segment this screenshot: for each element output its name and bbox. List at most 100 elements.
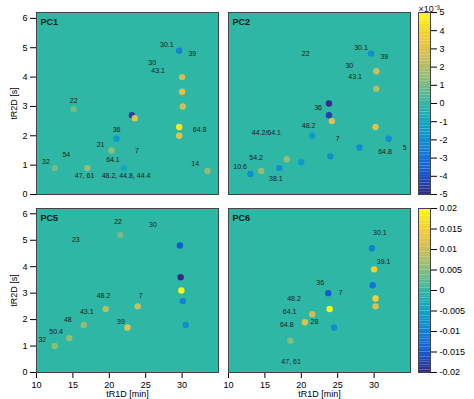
svg-text:39: 39 bbox=[380, 53, 388, 60]
svg-text:64.1: 64.1 bbox=[283, 308, 297, 315]
svg-text:48.2, 44.8, 44.4: 48.2, 44.8, 44.4 bbox=[102, 172, 151, 179]
svg-text:-3: -3 bbox=[440, 153, 448, 163]
svg-text:0: 0 bbox=[440, 285, 445, 295]
svg-text:6: 6 bbox=[22, 209, 27, 219]
svg-text:7: 7 bbox=[135, 147, 139, 154]
svg-text:1: 1 bbox=[22, 160, 27, 170]
svg-text:0.005: 0.005 bbox=[440, 265, 463, 275]
svg-text:6: 6 bbox=[22, 13, 27, 23]
svg-text:39: 39 bbox=[117, 318, 125, 325]
svg-text:-1: -1 bbox=[440, 117, 448, 127]
svg-text:0: 0 bbox=[440, 98, 445, 108]
svg-text:36: 36 bbox=[113, 126, 121, 133]
svg-text:5: 5 bbox=[22, 43, 27, 53]
svg-text:43.1: 43.1 bbox=[80, 308, 94, 315]
svg-text:PC2: PC2 bbox=[233, 17, 251, 27]
svg-text:3: 3 bbox=[440, 44, 445, 54]
svg-text:15: 15 bbox=[260, 380, 270, 390]
svg-text:5: 5 bbox=[22, 235, 27, 245]
svg-text:0: 0 bbox=[22, 367, 27, 377]
svg-text:0.01: 0.01 bbox=[440, 244, 458, 254]
svg-text:-0.01: -0.01 bbox=[440, 326, 461, 336]
svg-text:44.2/64.1: 44.2/64.1 bbox=[252, 129, 281, 136]
svg-text:22: 22 bbox=[302, 50, 310, 57]
svg-text:64.8: 64.8 bbox=[193, 126, 207, 133]
svg-text:39.1: 39.1 bbox=[377, 258, 391, 265]
svg-text:4: 4 bbox=[440, 26, 445, 36]
svg-text:54: 54 bbox=[62, 151, 70, 158]
svg-text:39: 39 bbox=[188, 50, 196, 57]
svg-text:PC6: PC6 bbox=[233, 213, 251, 223]
svg-text:64.1: 64.1 bbox=[106, 156, 120, 163]
svg-text:2: 2 bbox=[440, 62, 445, 72]
svg-text:30.1: 30.1 bbox=[160, 41, 174, 48]
svg-text:48: 48 bbox=[64, 316, 72, 323]
svg-text:-4: -4 bbox=[440, 171, 448, 181]
svg-text:22: 22 bbox=[114, 218, 122, 225]
svg-text:47, 61: 47, 61 bbox=[75, 172, 95, 179]
svg-text:4: 4 bbox=[22, 72, 27, 82]
svg-text:3: 3 bbox=[22, 288, 27, 298]
svg-text:-0.005: -0.005 bbox=[440, 306, 466, 316]
svg-text:5: 5 bbox=[403, 144, 407, 151]
svg-text:10: 10 bbox=[223, 380, 233, 390]
svg-text:14: 14 bbox=[191, 160, 199, 167]
svg-text:50.4: 50.4 bbox=[49, 328, 63, 335]
svg-text:-0.015: -0.015 bbox=[440, 347, 466, 357]
svg-text:1: 1 bbox=[22, 341, 27, 351]
svg-text:PC1: PC1 bbox=[41, 17, 59, 27]
svg-text:25: 25 bbox=[140, 379, 151, 390]
svg-text:64.8: 64.8 bbox=[378, 148, 392, 155]
svg-text:20: 20 bbox=[296, 379, 307, 390]
svg-text:48.2: 48.2 bbox=[97, 292, 111, 299]
svg-text:15: 15 bbox=[68, 380, 78, 390]
svg-text:32: 32 bbox=[42, 158, 50, 165]
svg-text:20: 20 bbox=[104, 379, 115, 390]
svg-text:tR2D [s]: tR2D [s] bbox=[9, 274, 19, 307]
svg-text:30: 30 bbox=[369, 380, 379, 390]
svg-text:4: 4 bbox=[22, 262, 27, 272]
svg-text:43.1: 43.1 bbox=[151, 67, 165, 74]
svg-text:3: 3 bbox=[22, 101, 27, 111]
svg-text:30: 30 bbox=[177, 380, 187, 390]
svg-text:PC5: PC5 bbox=[41, 213, 59, 223]
svg-text:5: 5 bbox=[440, 7, 445, 17]
svg-text:10.6: 10.6 bbox=[233, 163, 247, 170]
svg-text:36: 36 bbox=[314, 104, 322, 111]
svg-text:7: 7 bbox=[336, 135, 340, 142]
svg-text:10: 10 bbox=[31, 380, 41, 390]
svg-text:7: 7 bbox=[339, 289, 343, 296]
svg-text:1: 1 bbox=[440, 80, 445, 90]
svg-text:64.8: 64.8 bbox=[280, 321, 294, 328]
svg-text:54.2: 54.2 bbox=[249, 154, 263, 161]
svg-text:38.1: 38.1 bbox=[269, 175, 283, 182]
svg-text:-5: -5 bbox=[440, 189, 448, 199]
svg-text:43.1: 43.1 bbox=[348, 73, 362, 80]
svg-text:30: 30 bbox=[149, 221, 157, 228]
svg-text:2: 2 bbox=[22, 314, 27, 324]
svg-text:30: 30 bbox=[148, 59, 156, 66]
svg-text:0.015: 0.015 bbox=[440, 224, 463, 234]
svg-text:tR1D [min]: tR1D [min] bbox=[106, 389, 149, 399]
svg-text:×10⁻³: ×10⁻³ bbox=[419, 4, 440, 14]
svg-text:23: 23 bbox=[72, 236, 80, 243]
svg-text:30: 30 bbox=[345, 62, 353, 69]
svg-text:tR2D [s]: tR2D [s] bbox=[9, 87, 19, 120]
svg-text:30.1: 30.1 bbox=[354, 44, 368, 51]
svg-text:32: 32 bbox=[38, 336, 46, 343]
svg-text:28: 28 bbox=[311, 318, 319, 325]
svg-text:30.1: 30.1 bbox=[373, 229, 387, 236]
svg-text:-0.02: -0.02 bbox=[440, 367, 461, 377]
svg-text:2: 2 bbox=[22, 131, 27, 141]
svg-text:21: 21 bbox=[97, 141, 105, 148]
svg-text:0.02: 0.02 bbox=[440, 203, 458, 213]
svg-text:0: 0 bbox=[22, 189, 27, 199]
svg-text:22: 22 bbox=[70, 97, 78, 104]
svg-text:-2: -2 bbox=[440, 135, 448, 145]
svg-text:48.2: 48.2 bbox=[287, 295, 301, 302]
svg-text:7: 7 bbox=[139, 292, 143, 299]
svg-text:36: 36 bbox=[316, 279, 324, 286]
svg-text:48.2: 48.2 bbox=[302, 122, 316, 129]
svg-text:47, 61: 47, 61 bbox=[281, 358, 301, 365]
svg-text:tR1D [min]: tR1D [min] bbox=[298, 389, 341, 399]
